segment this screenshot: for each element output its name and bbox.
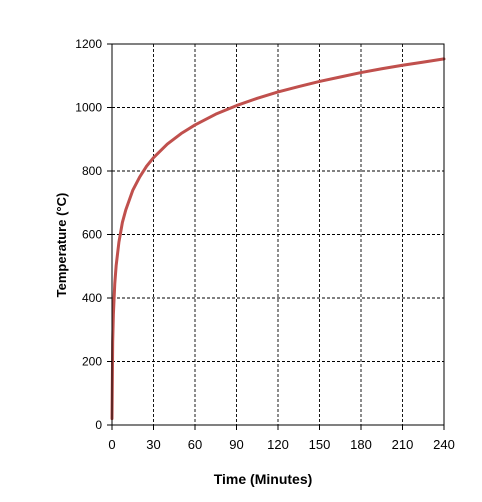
y-tick-label: 200 xyxy=(82,355,102,369)
x-tick-label: 30 xyxy=(146,437,160,452)
y-tick-label: 800 xyxy=(82,164,102,178)
gridlines xyxy=(112,43,445,425)
y-tick-label: 0 xyxy=(95,418,102,432)
x-tick-label: 150 xyxy=(309,437,331,452)
x-tick-label: 240 xyxy=(433,437,455,452)
y-tick-label: 600 xyxy=(82,228,102,242)
y-axis-title: Temperature (°C) xyxy=(54,193,69,298)
x-tick-label: 180 xyxy=(350,437,372,452)
y-axis: 0 200 400 600 800 1000 1200 xyxy=(75,37,112,432)
x-tick-label: 210 xyxy=(392,437,414,452)
y-tick-label: 400 xyxy=(82,291,102,305)
x-tick-label: 60 xyxy=(188,437,202,452)
x-axis: 0 30 60 90 120 150 180 210 240 xyxy=(108,425,455,452)
x-tick-label: 0 xyxy=(108,437,115,452)
y-tick-label: 1200 xyxy=(75,37,102,51)
x-tick-label: 90 xyxy=(229,437,243,452)
y-tick-label: 1000 xyxy=(75,101,102,115)
x-tick-label: 120 xyxy=(267,437,289,452)
x-axis-title: Time (Minutes) xyxy=(214,471,313,487)
